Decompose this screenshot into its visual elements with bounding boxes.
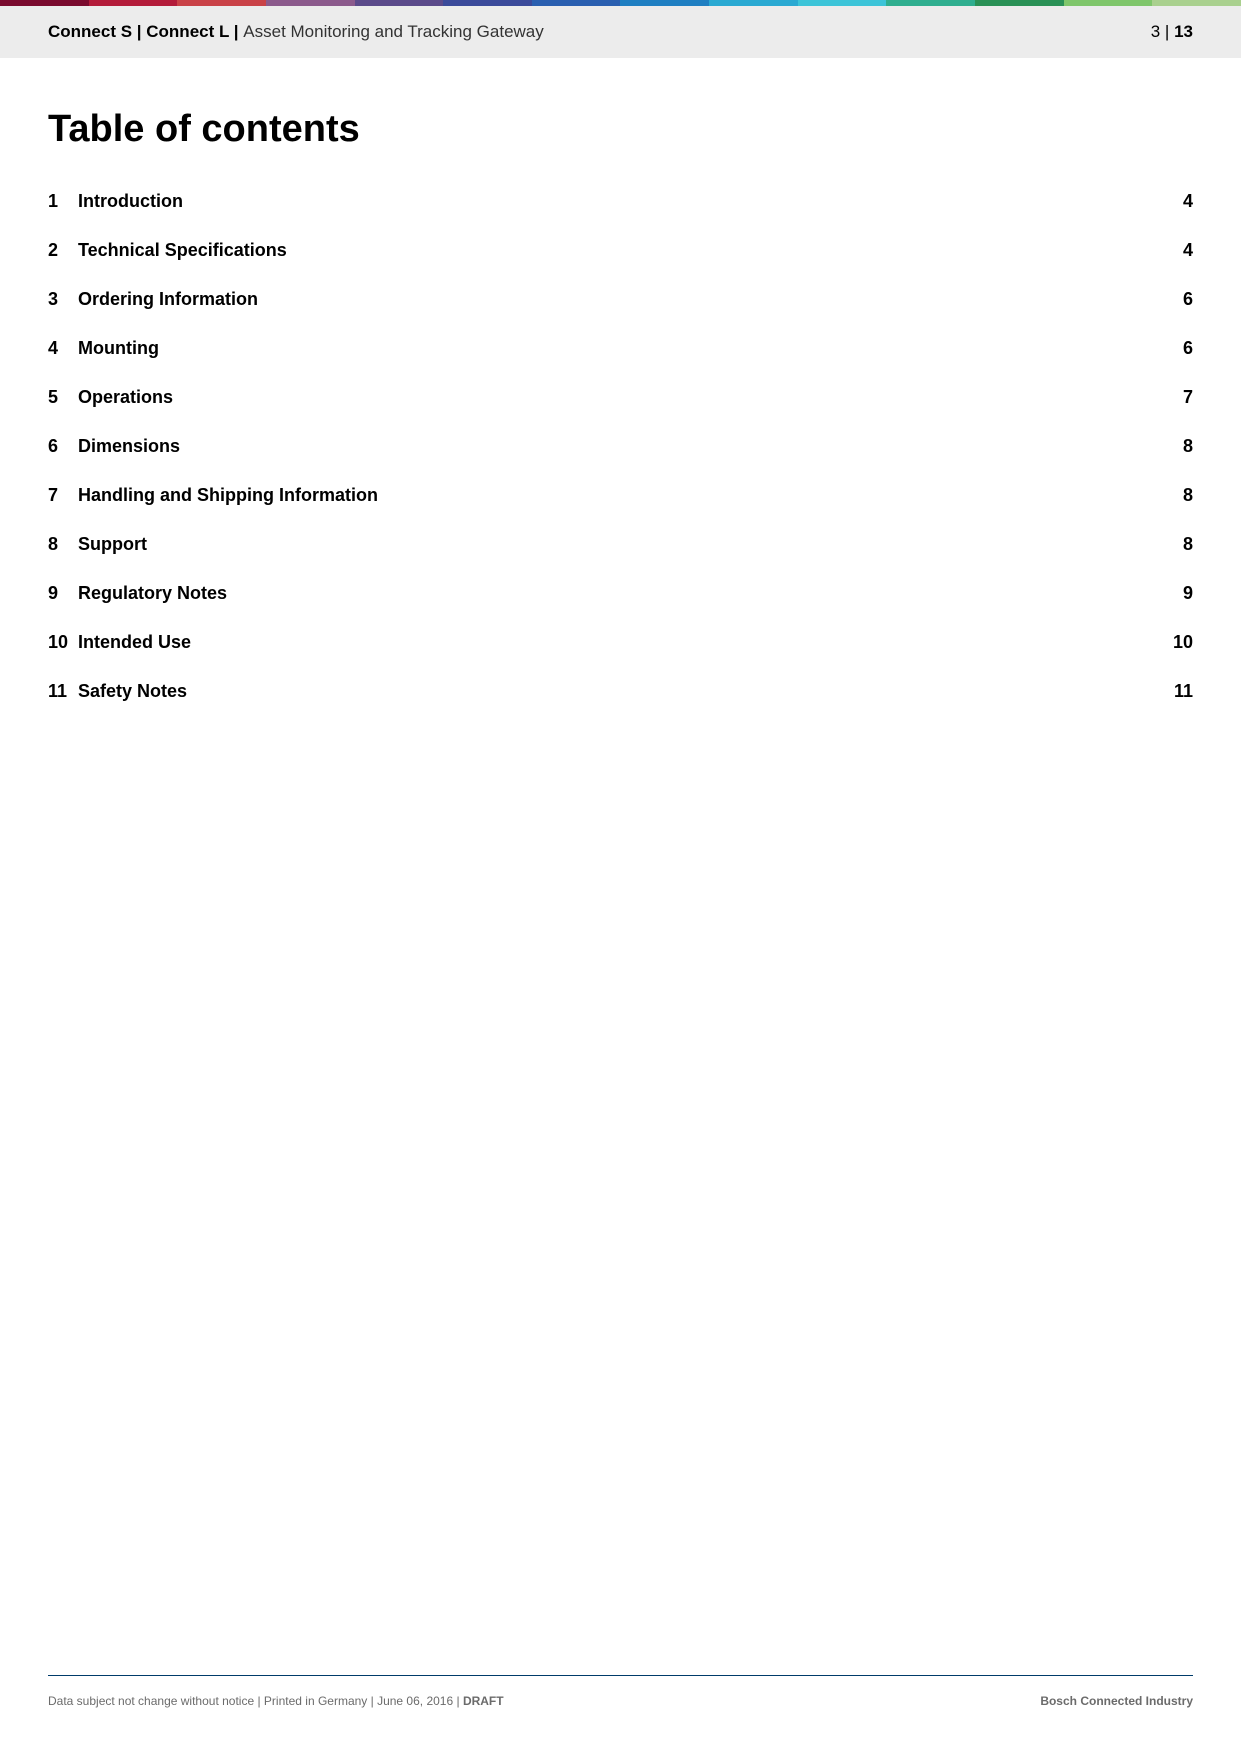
header-title-light: Asset Monitoring and Tracking Gateway — [243, 22, 543, 41]
color-strip-segment — [355, 0, 444, 6]
toc-entry[interactable]: 3Ordering Information6 — [48, 289, 1193, 310]
toc-entry-number: 3 — [48, 289, 78, 310]
toc-entry-number: 7 — [48, 485, 78, 506]
toc-entry[interactable]: 11Safety Notes11 — [48, 681, 1193, 702]
toc-entry[interactable]: 6Dimensions8 — [48, 436, 1193, 457]
content-area: Table of contents 1Introduction42Technic… — [0, 58, 1241, 702]
toc-entry-title: Support — [78, 534, 1153, 555]
toc-entry-page: 11 — [1153, 681, 1193, 702]
toc-entry[interactable]: 10Intended Use10 — [48, 632, 1193, 653]
color-strip — [0, 0, 1241, 6]
toc-entry-page: 4 — [1153, 240, 1193, 261]
toc-entry-title: Operations — [78, 387, 1153, 408]
toc-entry-page: 6 — [1153, 289, 1193, 310]
toc-entry-number: 2 — [48, 240, 78, 261]
color-strip-segment — [975, 0, 1064, 6]
toc-entry-page: 9 — [1153, 583, 1193, 604]
toc-entry[interactable]: 9Regulatory Notes9 — [48, 583, 1193, 604]
page-current: 3 — [1151, 22, 1160, 41]
color-strip-segment — [0, 0, 89, 6]
toc-entry-number: 11 — [48, 681, 78, 702]
color-strip-segment — [532, 0, 621, 6]
toc-list: 1Introduction42Technical Specifications4… — [48, 191, 1193, 702]
color-strip-segment — [266, 0, 355, 6]
toc-entry-number: 10 — [48, 632, 78, 653]
footer-left: Data subject not change without notice |… — [48, 1694, 504, 1708]
footer-left-text: Data subject not change without notice |… — [48, 1694, 463, 1708]
header-title-bold: Connect S | Connect L | — [48, 22, 243, 41]
footer-rule — [48, 1675, 1193, 1676]
toc-entry-page: 10 — [1153, 632, 1193, 653]
footer-draft-label: DRAFT — [463, 1694, 504, 1708]
footer: Data subject not change without notice |… — [48, 1675, 1193, 1708]
color-strip-segment — [1152, 0, 1241, 6]
toc-entry[interactable]: 1Introduction4 — [48, 191, 1193, 212]
toc-title: Table of contents — [48, 108, 1193, 151]
toc-entry-title: Safety Notes — [78, 681, 1153, 702]
toc-entry-title: Introduction — [78, 191, 1153, 212]
header-title: Connect S | Connect L | Asset Monitoring… — [48, 22, 544, 42]
toc-entry-number: 1 — [48, 191, 78, 212]
toc-entry-page: 8 — [1153, 485, 1193, 506]
color-strip-segment — [620, 0, 709, 6]
toc-entry-number: 9 — [48, 583, 78, 604]
toc-entry-number: 4 — [48, 338, 78, 359]
toc-entry-number: 6 — [48, 436, 78, 457]
header-page-indicator: 3 | 13 — [1151, 22, 1193, 42]
toc-entry[interactable]: 7Handling and Shipping Information8 — [48, 485, 1193, 506]
page-sep: | — [1160, 22, 1174, 41]
toc-entry[interactable]: 8Support8 — [48, 534, 1193, 555]
toc-entry-title: Dimensions — [78, 436, 1153, 457]
toc-entry-page: 8 — [1153, 436, 1193, 457]
toc-entry[interactable]: 2Technical Specifications4 — [48, 240, 1193, 261]
toc-entry[interactable]: 5Operations7 — [48, 387, 1193, 408]
toc-entry-title: Technical Specifications — [78, 240, 1153, 261]
toc-entry-number: 5 — [48, 387, 78, 408]
toc-entry-page: 6 — [1153, 338, 1193, 359]
toc-entry-title: Mounting — [78, 338, 1153, 359]
color-strip-segment — [177, 0, 266, 6]
toc-entry-page: 4 — [1153, 191, 1193, 212]
toc-entry-title: Ordering Information — [78, 289, 1153, 310]
color-strip-segment — [1064, 0, 1153, 6]
toc-entry[interactable]: 4Mounting6 — [48, 338, 1193, 359]
toc-entry-page: 7 — [1153, 387, 1193, 408]
color-strip-segment — [886, 0, 975, 6]
header-bar: Connect S | Connect L | Asset Monitoring… — [0, 6, 1241, 58]
color-strip-segment — [798, 0, 887, 6]
toc-entry-title: Intended Use — [78, 632, 1153, 653]
toc-entry-number: 8 — [48, 534, 78, 555]
color-strip-segment — [89, 0, 178, 6]
color-strip-segment — [443, 0, 532, 6]
color-strip-segment — [709, 0, 798, 6]
toc-entry-title: Regulatory Notes — [78, 583, 1153, 604]
toc-entry-title: Handling and Shipping Information — [78, 485, 1153, 506]
footer-right: Bosch Connected Industry — [1040, 1694, 1193, 1708]
page-total: 13 — [1174, 22, 1193, 41]
toc-entry-page: 8 — [1153, 534, 1193, 555]
